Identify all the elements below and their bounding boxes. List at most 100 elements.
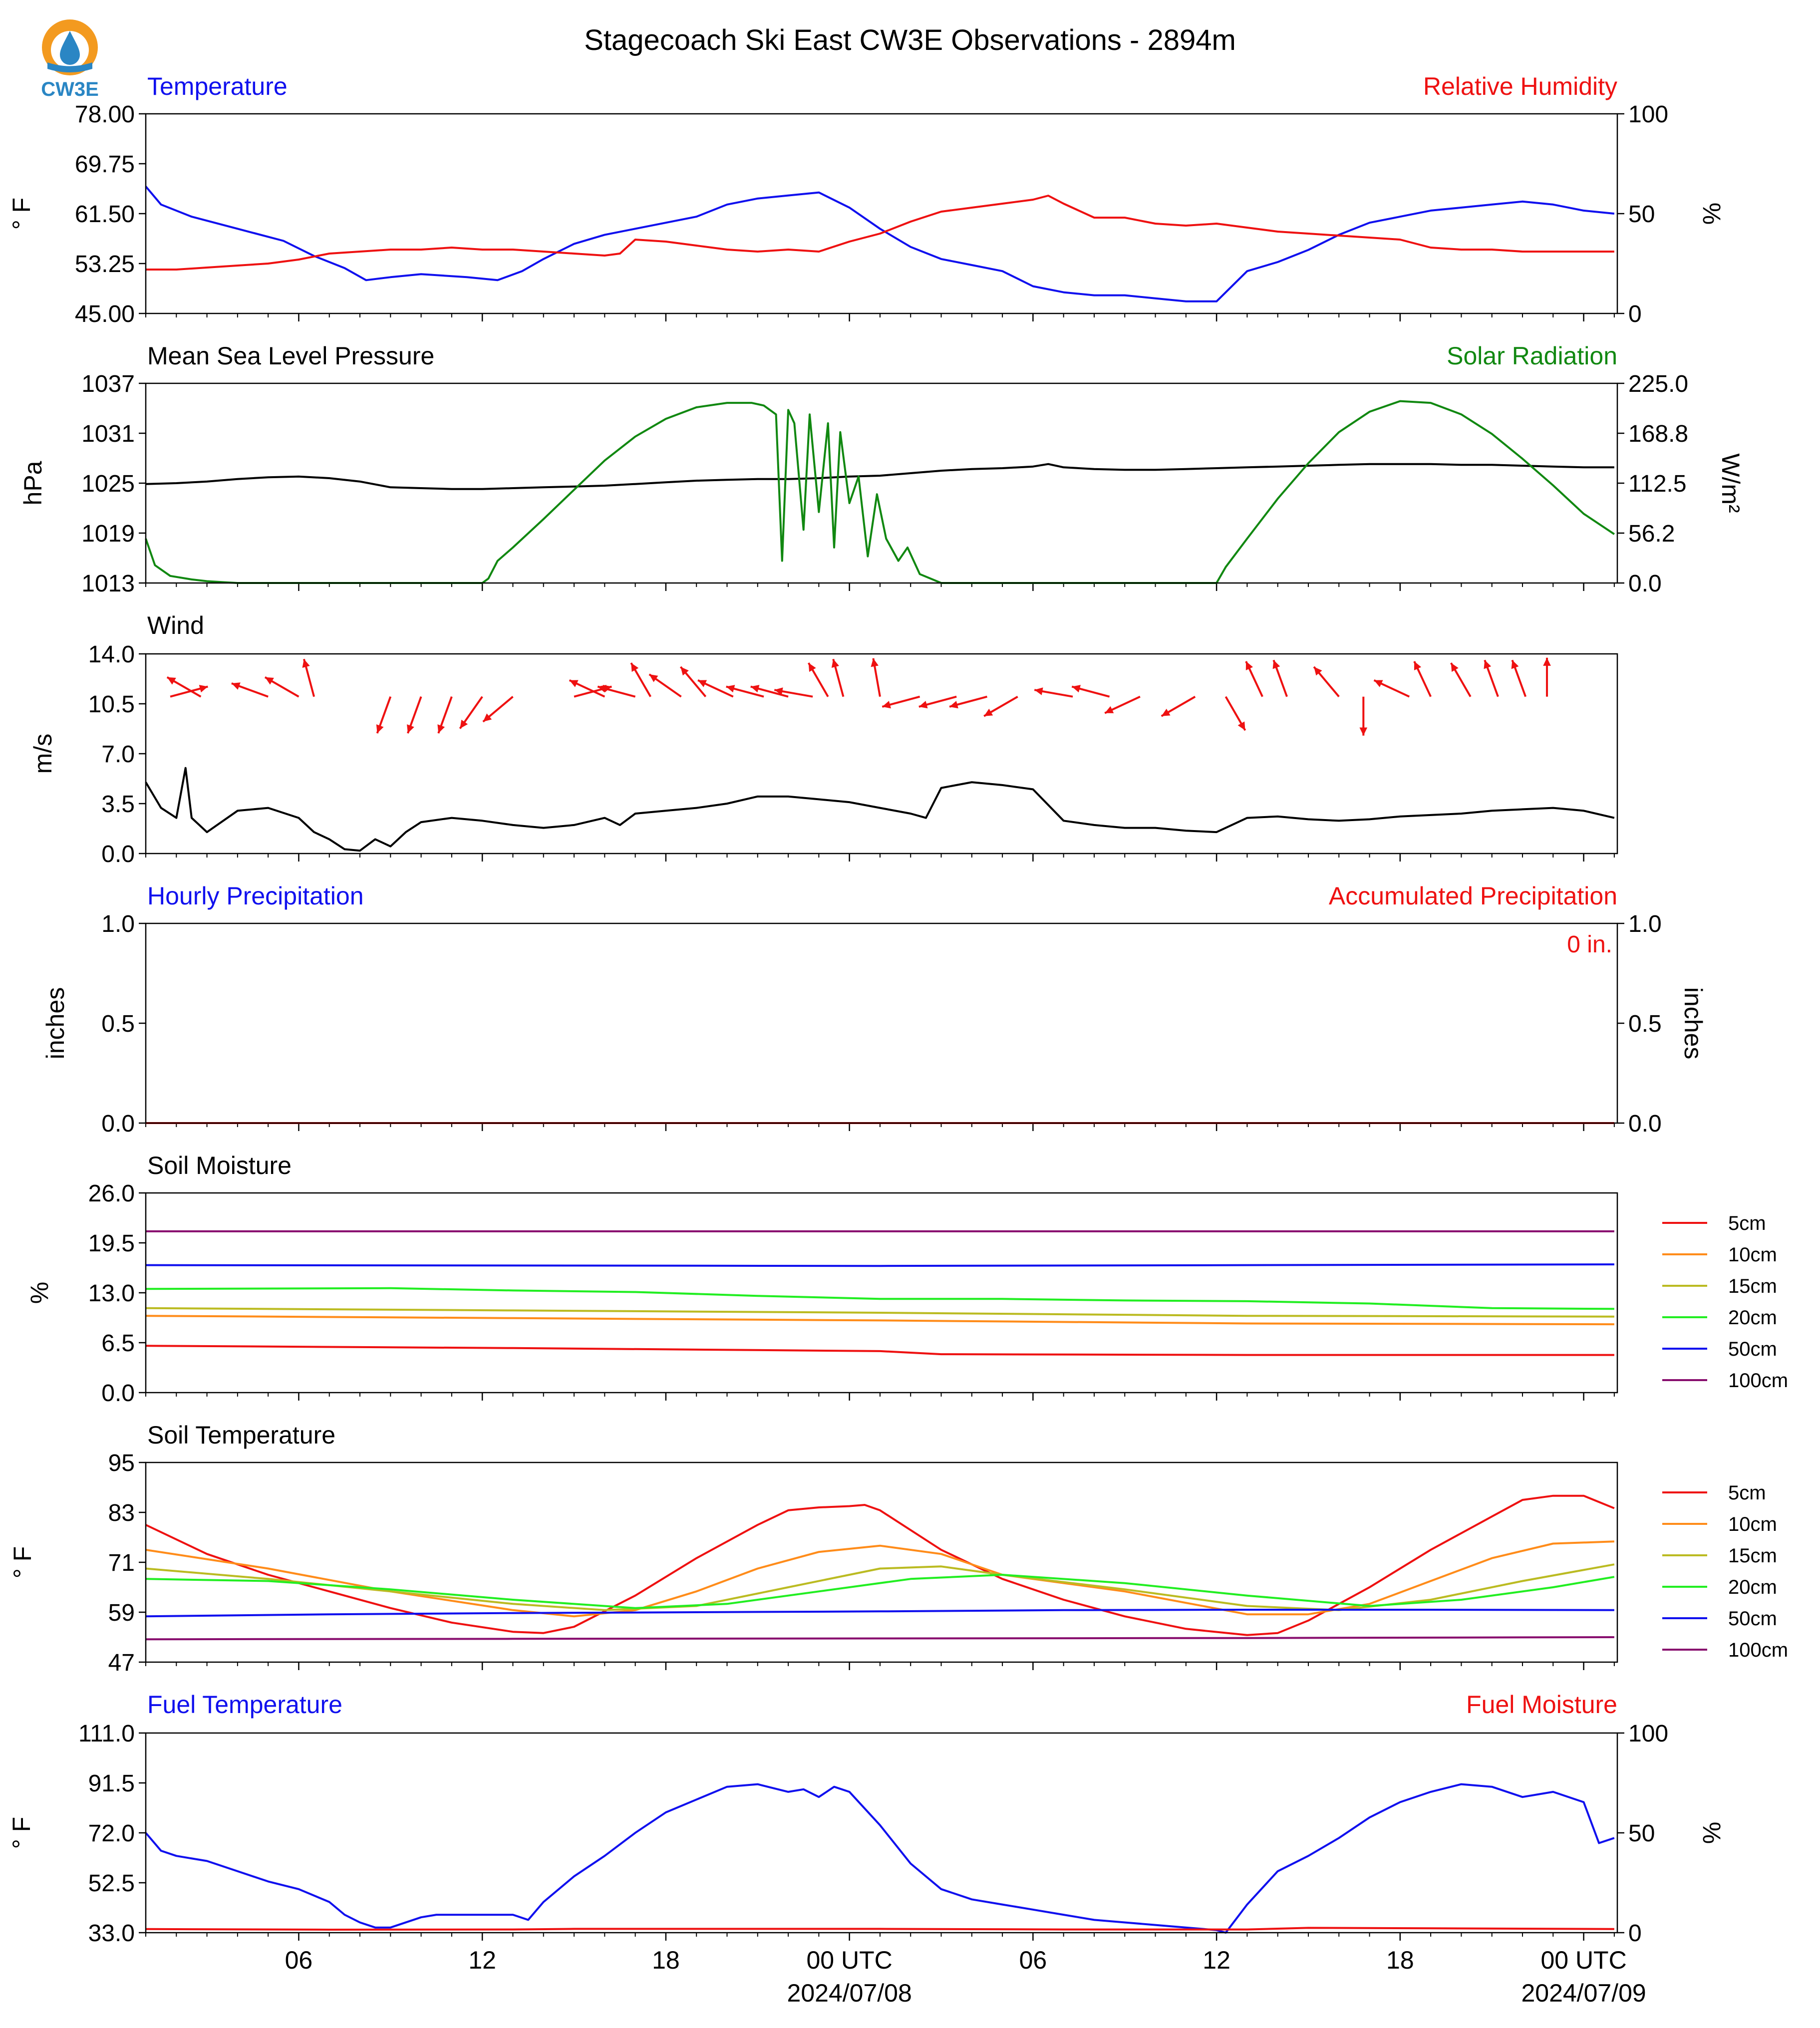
legend-label: 15cm [1728, 1275, 1777, 1297]
wind-arrow [750, 685, 789, 698]
x-tick-label: 18 [1386, 1946, 1414, 1974]
series-line-15cm [145, 1307, 1614, 1318]
wind-arrow [231, 682, 269, 698]
y-tick-label-left: 13.0 [88, 1280, 135, 1307]
legend-entry: 50cm [1662, 1338, 1777, 1360]
wind-arrow [166, 676, 202, 698]
x-tick-label: 00 UTC [807, 1946, 893, 1974]
wind-arrow [630, 662, 652, 697]
wind-arrow [774, 687, 813, 698]
wind-arrow [1104, 695, 1141, 714]
plot-frame [145, 113, 1618, 314]
y-tick-label-right: 1.0 [1628, 911, 1662, 937]
y-tick-label-right: 225.0 [1628, 371, 1688, 397]
y-axis-label-right: % [1698, 203, 1726, 225]
panel-title-right: Accumulated Precipitation [1329, 882, 1617, 910]
plot-frame [145, 653, 1618, 855]
y-axis-label-right: inches [1679, 987, 1707, 1060]
y-tick-label-right: 112.5 [1628, 471, 1687, 497]
y-tick-label-right: 50 [1628, 1820, 1655, 1847]
wind-arrow [459, 696, 483, 729]
panel-title-right: Fuel Moisture [1466, 1691, 1617, 1719]
panel-temperature: Temperature Relative Humidity ° F % 78.0… [7, 72, 1726, 327]
y-axis-label-left: hPa [19, 461, 47, 505]
logo-drop-icon [60, 31, 80, 65]
series-line-50cm [145, 1263, 1614, 1267]
legend-entry: 10cm [1662, 1244, 1777, 1266]
series-line-temperature [145, 186, 1615, 302]
panel-title-left: Temperature [147, 72, 288, 100]
legend-entry: 10cm [1662, 1513, 1777, 1535]
wind-arrow [808, 662, 829, 697]
legend-label: 50cm [1728, 1338, 1777, 1360]
panel-soil-moisture: Soil Moisture % 26.0 19.5 13.0 6.5 0.0 5cm 10c… [25, 1152, 1788, 1407]
y-tick-label-right: 0.0 [1628, 571, 1662, 597]
wind-arrow [1071, 685, 1110, 698]
y-tick-label-left: 1037 [81, 371, 135, 397]
y-tick-label-right: 0.5 [1628, 1011, 1662, 1037]
wind-arrow [569, 679, 606, 698]
series-line-20cm [145, 1574, 1615, 1609]
y-tick-label-left: 3.5 [101, 791, 135, 818]
wind-arrow [983, 695, 1018, 717]
x-tick-label: 12 [468, 1946, 496, 1974]
y-tick-label-right: 168.8 [1628, 421, 1688, 447]
y-tick-label-left: 6.5 [101, 1330, 135, 1357]
panel-pressure: Mean Sea Level Pressure Solar Radiation … [19, 342, 1745, 597]
y-tick-label-left: 53.25 [75, 251, 135, 278]
y-tick-label-left: 10.5 [88, 691, 135, 718]
accumulated-annotation: 0 in. [1567, 931, 1612, 958]
panel-title-left: Soil Temperature [147, 1421, 335, 1449]
wind-arrow [597, 685, 636, 698]
x-date-label: 2024/07/08 [787, 1979, 912, 2007]
wind-arrow [726, 685, 764, 698]
y-tick-label-left: 14.0 [88, 641, 135, 668]
logo-text: CW3E [41, 78, 99, 100]
y-tick-label-left: 83 [108, 1500, 135, 1526]
series-line-100cm [145, 1636, 1614, 1641]
panel-fuel: Fuel Temperature Fuel Moisture ° F % 111… [7, 1691, 1726, 2007]
panel-precipitation: Hourly Precipitation Accumulated Precipi… [41, 882, 1707, 1137]
panel-title-left: Wind [147, 611, 204, 639]
y-tick-label-left: 71 [108, 1550, 135, 1576]
x-tick-label: 06 [285, 1946, 313, 1974]
wind-arrow [1224, 696, 1246, 731]
wind-arrow [1245, 661, 1263, 697]
x-tick-label: 00 UTC [1540, 1946, 1626, 1974]
legend-label: 10cm [1728, 1244, 1777, 1266]
wind-arrow [1313, 666, 1340, 697]
y-tick-label-left: 111.0 [78, 1721, 135, 1747]
legend-label: 50cm [1728, 1608, 1777, 1630]
legend-label: 100cm [1728, 1370, 1788, 1392]
legend-label: 5cm [1728, 1212, 1766, 1234]
series-line-10cm [145, 1540, 1614, 1618]
y-tick-label-left: 33.0 [88, 1920, 135, 1947]
panel-title-left: Mean Sea Level Pressure [147, 342, 434, 370]
legend-label: 10cm [1728, 1513, 1777, 1535]
y-tick-label-right: 100 [1628, 101, 1668, 128]
y-axis-label-right: % [1698, 1822, 1726, 1844]
wind-arrow [1373, 679, 1410, 698]
x-tick-label: 12 [1203, 1946, 1230, 1974]
y-tick-label-left: 1013 [81, 571, 135, 597]
legend-label: 5cm [1728, 1482, 1766, 1504]
y-tick-label-left: 7.0 [101, 741, 135, 768]
cw3e-logo: CW3E [41, 19, 99, 100]
y-axis-label-left: ° F [7, 198, 35, 230]
series-line-fuel-temperature [145, 1783, 1615, 1934]
wind-arrow [1161, 695, 1196, 717]
series-line-5cm [145, 1494, 1615, 1636]
y-tick-label-left: 19.5 [88, 1230, 135, 1257]
legend-entry: 50cm [1662, 1608, 1777, 1630]
y-tick-label-right: 100 [1628, 1721, 1668, 1747]
y-tick-label-left: 59 [108, 1600, 135, 1626]
y-tick-label-left: 78.00 [75, 101, 135, 128]
y-axis-label-left: m/s [29, 734, 57, 774]
wind-arrow [264, 676, 300, 698]
legend-entry: 5cm [1662, 1212, 1766, 1234]
wind-arrow [407, 696, 422, 734]
series-line-solar-radiation [145, 400, 1615, 584]
y-axis-label-right: W/m² [1717, 453, 1745, 513]
y-tick-label-right: 0 [1628, 1920, 1642, 1947]
